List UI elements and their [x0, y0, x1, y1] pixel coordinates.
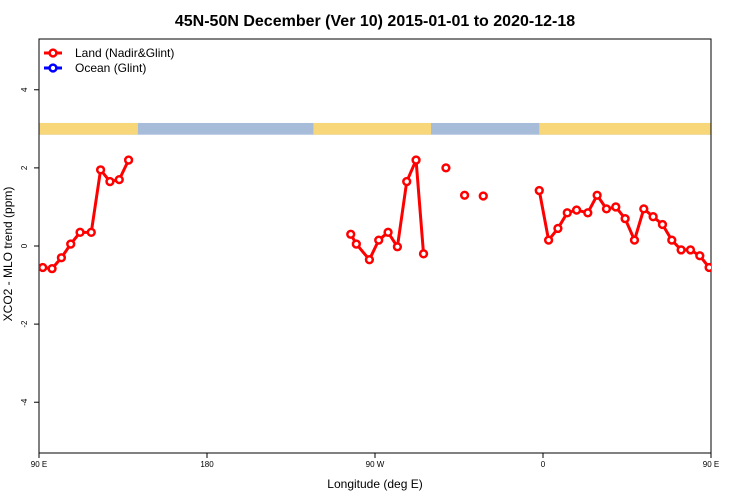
land-band — [539, 122, 711, 135]
data-point — [478, 191, 488, 201]
y-tick-label: -2 — [20, 320, 29, 328]
data-point — [123, 155, 134, 165]
data-point — [648, 212, 658, 222]
x-axis-label: Longitude (deg E) — [327, 477, 422, 491]
data-point — [351, 239, 361, 249]
x-tick-label: 90 E — [703, 460, 719, 469]
data-point — [66, 239, 76, 249]
data-point — [105, 176, 115, 187]
data-point — [392, 242, 403, 252]
legend-entry: Ocean (Glint) — [75, 61, 146, 75]
data-point — [553, 223, 563, 234]
data-point — [39, 262, 48, 273]
data-point — [583, 208, 593, 218]
series-line — [349, 158, 426, 262]
legend: Land (Nadir&Glint)Ocean (Glint) — [44, 46, 174, 75]
data-point — [734, 254, 741, 261]
legend-marker — [48, 48, 58, 58]
data-point — [639, 204, 649, 214]
land-band — [313, 122, 431, 135]
x-axis: 90 E 180 90 W 0 90 E — [31, 453, 719, 469]
y-tick-label: 2 — [20, 165, 29, 170]
x-tick-label: 0 — [541, 460, 546, 469]
data-point — [562, 208, 572, 218]
data-point — [571, 205, 582, 215]
data-point — [86, 227, 96, 237]
data-point — [114, 174, 124, 185]
data-point — [56, 253, 67, 263]
y-axis-label: XCO2 - MLO trend (ppm) — [1, 187, 15, 322]
data-point — [715, 264, 722, 271]
x-tick-label: 90 E — [31, 460, 47, 469]
data-point — [657, 219, 668, 230]
data-point — [534, 185, 544, 196]
x-tick-label: 90 W — [366, 460, 385, 469]
plot-area — [39, 155, 750, 274]
data-point — [629, 235, 640, 245]
data-point — [364, 255, 375, 265]
y-tick-label: 4 — [20, 87, 29, 92]
data-point — [441, 163, 451, 173]
series-line — [42, 159, 130, 271]
data-point — [95, 165, 106, 175]
chart-title: 45N-50N December (Ver 10) 2015-01-01 to … — [175, 13, 575, 30]
x-tick-label: 180 — [200, 460, 214, 469]
data-point — [411, 155, 421, 165]
data-point — [676, 245, 686, 255]
data-point — [402, 176, 412, 187]
data-point — [695, 251, 705, 261]
data-point — [667, 235, 677, 245]
data-point — [383, 227, 393, 237]
data-point — [724, 265, 731, 272]
y-tick-label: -4 — [20, 398, 29, 406]
legend-marker — [48, 63, 58, 73]
data-point — [743, 241, 750, 248]
data-point — [601, 204, 612, 214]
plot-series — [39, 155, 750, 274]
land-ocean-strip — [39, 122, 711, 135]
data-point — [47, 264, 57, 274]
y-tick-label: 0 — [20, 243, 29, 248]
data-point — [418, 249, 429, 259]
land-band — [39, 122, 138, 135]
data-point — [75, 227, 85, 237]
data-point — [685, 245, 696, 255]
data-point — [592, 190, 602, 200]
y-axis: -4 -2 0 2 4 — [20, 87, 39, 406]
data-point — [620, 214, 630, 224]
data-point — [543, 235, 554, 245]
legend-entry: Land (Nadir&Glint) — [75, 46, 174, 60]
data-point — [374, 235, 384, 245]
data-point — [346, 229, 356, 239]
data-point — [704, 262, 711, 273]
data-point — [611, 202, 621, 212]
data-point — [459, 190, 470, 200]
